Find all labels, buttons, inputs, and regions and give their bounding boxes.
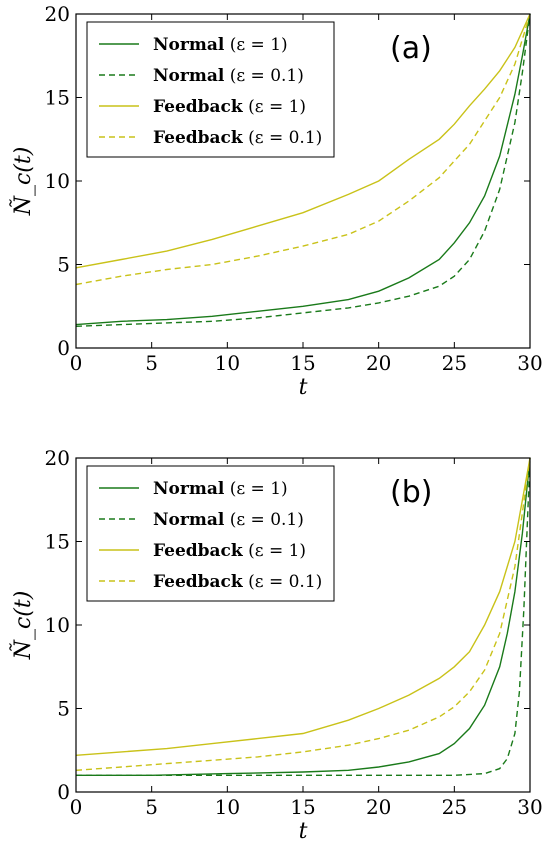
x-axis-label: t bbox=[299, 375, 308, 400]
y-axis-label: Ñ_c(t) bbox=[8, 591, 36, 661]
legend-entry: Normal (ε = 1) bbox=[153, 35, 288, 55]
legend-entry: Feedback (ε = 1) bbox=[153, 97, 306, 117]
x-tick-label: 0 bbox=[70, 351, 83, 375]
series-line-normal-eps-1 bbox=[76, 457, 531, 776]
legend-series-name: Normal bbox=[153, 510, 225, 530]
legend-series-name: Feedback bbox=[153, 97, 244, 117]
x-tick-label: 20 bbox=[366, 795, 391, 819]
legend-param: (ε = 0.1) bbox=[224, 66, 304, 86]
legend-series-name: Normal bbox=[153, 479, 225, 499]
y-tick-label: 10 bbox=[45, 613, 70, 637]
x-tick-label: 25 bbox=[442, 351, 467, 375]
legend-param: (ε = 1) bbox=[224, 35, 287, 55]
legend-entry: Normal (ε = 1) bbox=[153, 479, 288, 499]
legend-param: (ε = 1) bbox=[243, 541, 306, 561]
x-tick-label: 10 bbox=[215, 795, 240, 819]
x-tick-label: 20 bbox=[366, 351, 391, 375]
series-line-normal-eps-1 bbox=[75, 13, 531, 326]
x-tick-label: 15 bbox=[290, 795, 315, 819]
x-tick-label: 15 bbox=[290, 351, 315, 375]
legend-series-name: Feedback bbox=[153, 541, 244, 561]
series-line-feedback-eps-0.1 bbox=[75, 457, 531, 771]
series-line-normal-eps-0.1 bbox=[75, 13, 531, 327]
x-axis-label: t bbox=[299, 819, 308, 841]
legend-series-name: Feedback bbox=[153, 572, 244, 592]
y-tick-label: 15 bbox=[45, 86, 70, 110]
y-tick-label: 0 bbox=[57, 336, 70, 360]
legend-param: (ε = 1) bbox=[224, 479, 287, 499]
legend: Normal (ε = 1)Normal (ε = 0.1)Feedback (… bbox=[86, 21, 335, 158]
legend-entry: Normal (ε = 0.1) bbox=[153, 510, 304, 530]
y-tick-label: 20 bbox=[45, 2, 70, 26]
x-tick-label: 5 bbox=[145, 795, 158, 819]
y-tick-label: 5 bbox=[57, 253, 70, 277]
y-axis-label: Ñ_c(t) bbox=[8, 147, 36, 217]
legend-param: (ε = 0.1) bbox=[243, 572, 323, 592]
x-tick-label: 25 bbox=[442, 795, 467, 819]
legend: Normal (ε = 1)Normal (ε = 0.1)Feedback (… bbox=[86, 465, 335, 602]
legend-entry: Feedback (ε = 1) bbox=[153, 541, 306, 561]
legend-param: (ε = 1) bbox=[243, 97, 306, 117]
x-tick-label: 5 bbox=[145, 351, 158, 375]
x-tick-label: 0 bbox=[70, 795, 83, 819]
legend-param: (ε = 0.1) bbox=[243, 128, 323, 148]
legend-series-name: Normal bbox=[153, 35, 225, 55]
series-line-normal-eps-0.1 bbox=[76, 457, 531, 776]
panel-label: (a) bbox=[390, 31, 432, 66]
x-tick-label: 30 bbox=[517, 351, 542, 375]
x-tick-label: 10 bbox=[215, 351, 240, 375]
y-tick-label: 5 bbox=[57, 697, 70, 721]
legend-series-name: Normal bbox=[153, 66, 225, 86]
series-line-feedback-eps-1 bbox=[75, 13, 531, 269]
panel-label: (b) bbox=[390, 475, 432, 510]
y-tick-label: 10 bbox=[45, 169, 70, 193]
legend-series-name: Feedback bbox=[153, 128, 244, 148]
legend-entry: Feedback (ε = 0.1) bbox=[153, 572, 322, 592]
series-line-feedback-eps-1 bbox=[75, 457, 531, 756]
chart-panel-a: 0 5 10 15 20 25 30 0 5 10 15 20 t Ñ_c(t) (a) Normal (ε … bbox=[8, 2, 543, 400]
legend-param: (ε = 0.1) bbox=[224, 510, 304, 530]
legend-entry: Normal (ε = 0.1) bbox=[153, 66, 304, 86]
x-tick-label: 30 bbox=[517, 795, 542, 819]
y-tick-label: 15 bbox=[45, 530, 70, 554]
legend-entry: Feedback (ε = 0.1) bbox=[153, 128, 322, 148]
series-line-feedback-eps-0.1 bbox=[75, 13, 531, 286]
y-tick-label: 20 bbox=[45, 446, 70, 470]
y-tick-label: 0 bbox=[57, 780, 70, 804]
chart-panel-b: 0 5 10 15 20 25 30 0 5 10 15 20 t Ñ_c(t) (b) Normal (ε … bbox=[8, 446, 543, 841]
